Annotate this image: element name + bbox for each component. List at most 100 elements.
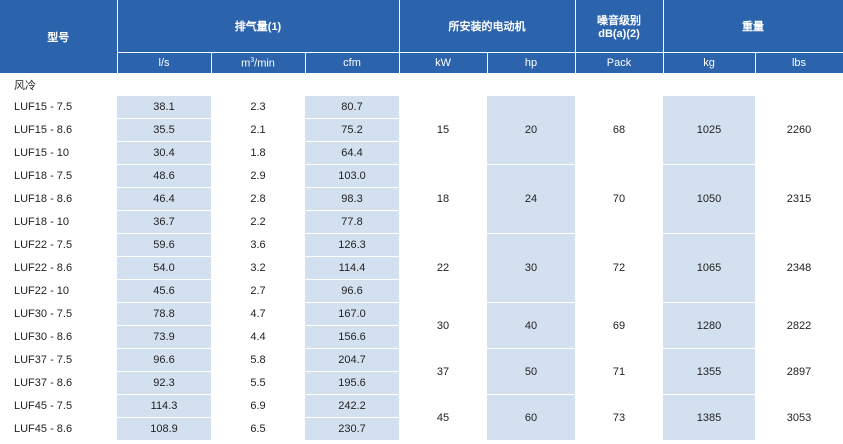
- flow-cfm-cell: 204.7: [305, 348, 400, 372]
- table-row: LUF22 - 8.6 54.0 3.2 114.4: [0, 256, 843, 280]
- flow-ls-cell: 78.8: [117, 302, 211, 326]
- flow-m3-cell: 2.3: [211, 95, 305, 119]
- flow-m3-cell: 5.5: [211, 371, 305, 395]
- motor-kw-cell: 30: [399, 302, 488, 349]
- flow-cfm-cell: 195.6: [305, 371, 400, 395]
- table-row: LUF18 - 7.5 48.6 2.9 103.0 18 24 70 1050 2315: [0, 164, 843, 234]
- flow-ls-cell: 38.1: [117, 95, 211, 119]
- flow-m3-cell: 3.2: [211, 256, 305, 280]
- motor-kw-cell: 37: [399, 348, 488, 395]
- model-cell: LUF45 - 7.5: [0, 394, 117, 418]
- weight-kg-cell: 1065: [663, 233, 756, 303]
- weight-lbs-cell: 2348: [755, 233, 843, 303]
- section-label: 风冷: [0, 73, 843, 96]
- flow-cfm-cell: 103.0: [305, 164, 400, 188]
- table-row: LUF15 - 10 30.4 1.8 64.4: [0, 141, 843, 165]
- table-row: LUF45 - 7.5 114.3 6.9 242.2 45 60 73 1385 3053: [0, 394, 843, 441]
- flow-cfm-cell: 64.4: [305, 141, 400, 165]
- table-row: LUF18 - 10 36.7 2.2 77.8: [0, 210, 843, 234]
- flow-ls-cell: 108.9: [117, 417, 211, 441]
- flow-m3-cell: 2.8: [211, 187, 305, 211]
- flow-ls-cell: 114.3: [117, 394, 211, 418]
- model-cell: LUF15 - 8.6: [0, 118, 117, 142]
- model-cell: LUF18 - 10: [0, 210, 117, 234]
- flow-cfm-cell: 80.7: [305, 95, 400, 119]
- motor-hp-cell: 20: [487, 95, 576, 165]
- unit-ls: l/s: [117, 52, 212, 74]
- weight-lbs-cell: 3053: [755, 394, 843, 441]
- table-row: LUF22 - 10 45.6 2.7 96.6: [0, 279, 843, 303]
- weight-kg-cell: 1355: [663, 348, 756, 395]
- flow-m3-cell: 5.8: [211, 348, 305, 372]
- weight-kg-cell: 1025: [663, 95, 756, 165]
- table-row: LUF15 - 8.6 35.5 2.1 75.2: [0, 118, 843, 142]
- flow-ls-cell: 96.6: [117, 348, 211, 372]
- flow-cfm-cell: 167.0: [305, 302, 400, 326]
- table-row: LUF18 - 8.6 46.4 2.8 98.3: [0, 187, 843, 211]
- flow-cfm-cell: 156.6: [305, 325, 400, 349]
- flow-cfm-cell: 242.2: [305, 394, 400, 418]
- weight-kg-cell: 1280: [663, 302, 756, 349]
- table-row: LUF37 - 8.6 92.3 5.5 195.6: [0, 371, 843, 395]
- section-row: 风冷: [0, 73, 843, 96]
- model-cell: LUF15 - 7.5: [0, 95, 117, 119]
- motor-kw-cell: 45: [399, 394, 488, 441]
- flow-m3-cell: 3.6: [211, 233, 305, 257]
- model-cell: LUF22 - 10: [0, 279, 117, 303]
- unit-pack: Pack: [575, 52, 664, 74]
- model-cell: LUF18 - 7.5: [0, 164, 117, 188]
- flow-cfm-cell: 96.6: [305, 279, 400, 303]
- unit-kw: kW: [399, 52, 488, 74]
- flow-m3-cell: 2.7: [211, 279, 305, 303]
- unit-m3-tail: /min: [254, 57, 275, 70]
- flow-m3-cell: 4.7: [211, 302, 305, 326]
- motor-hp-cell: 50: [487, 348, 576, 395]
- motor-hp-cell: 30: [487, 233, 576, 303]
- motor-kw-cell: 22: [399, 233, 488, 303]
- flow-cfm-cell: 77.8: [305, 210, 400, 234]
- table-row: LUF30 - 8.6 73.9 4.4 156.6: [0, 325, 843, 349]
- model-cell: LUF15 - 10: [0, 141, 117, 165]
- table-row: LUF30 - 7.5 78.8 4.7 167.0 30 40 69 1280 2822: [0, 302, 843, 349]
- weight-lbs-cell: 2822: [755, 302, 843, 349]
- unit-cfm: cfm: [305, 52, 400, 74]
- model-cell: LUF30 - 8.6: [0, 325, 117, 349]
- noise-pack-cell: 70: [575, 164, 664, 234]
- motor-hp-cell: 40: [487, 302, 576, 349]
- noise-pack-cell: 69: [575, 302, 664, 349]
- model-cell: LUF22 - 8.6: [0, 256, 117, 280]
- motor-kw-cell: 18: [399, 164, 488, 234]
- header-flow: 排气量(1): [117, 0, 400, 53]
- table-row: LUF45 - 8.6 108.9 6.5 230.7: [0, 417, 843, 441]
- flow-ls-cell: 59.6: [117, 233, 211, 257]
- unit-lbs: lbs: [755, 52, 843, 74]
- unit-m3-base: m: [241, 57, 251, 70]
- model-cell: LUF30 - 7.5: [0, 302, 117, 326]
- header-motor: 所安装的电动机: [399, 0, 576, 53]
- flow-m3-cell: 6.5: [211, 417, 305, 441]
- model-cell: LUF22 - 7.5: [0, 233, 117, 257]
- flow-cfm-cell: 98.3: [305, 187, 400, 211]
- unit-kg: kg: [663, 52, 756, 74]
- flow-m3-cell: 2.1: [211, 118, 305, 142]
- weight-lbs-cell: 2260: [755, 95, 843, 165]
- header-noise-line2: dB(a)(2): [598, 28, 640, 40]
- motor-kw-cell: 15: [399, 95, 488, 165]
- model-cell: LUF45 - 8.6: [0, 417, 117, 441]
- model-cell: LUF18 - 8.6: [0, 187, 117, 211]
- unit-hp: hp: [487, 52, 576, 74]
- flow-ls-cell: 73.9: [117, 325, 211, 349]
- table-body: 风冷 LUF15 - 7.5 38.1 2.3 80.7 15 20 68 1025 2260 L…: [0, 73, 843, 441]
- noise-pack-cell: 72: [575, 233, 664, 303]
- noise-pack-cell: 73: [575, 394, 664, 441]
- flow-ls-cell: 36.7: [117, 210, 211, 234]
- unit-m3-sup: 3: [250, 56, 255, 64]
- flow-m3-cell: 1.8: [211, 141, 305, 165]
- flow-ls-cell: 54.0: [117, 256, 211, 280]
- motor-hp-cell: 24: [487, 164, 576, 234]
- model-cell: LUF37 - 7.5: [0, 348, 117, 372]
- flow-m3-cell: 4.4: [211, 325, 305, 349]
- model-cell: LUF37 - 8.6: [0, 371, 117, 395]
- header-model: 型号: [0, 0, 118, 74]
